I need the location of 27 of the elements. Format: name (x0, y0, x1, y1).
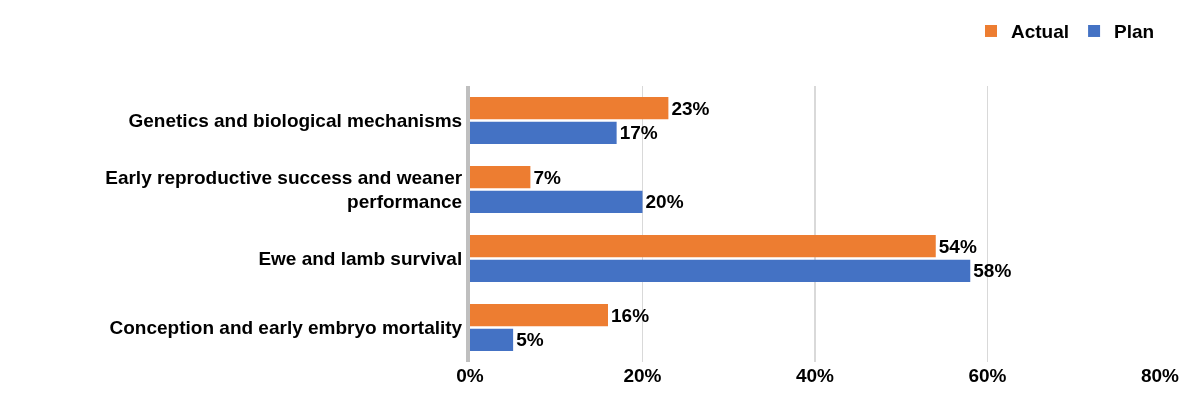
x-tick-label: 40% (795, 365, 835, 386)
bar (470, 165, 531, 189)
bar (470, 328, 514, 352)
bar (470, 234, 936, 258)
data-label: 54% (938, 235, 977, 257)
data-label: 16% (611, 304, 650, 326)
bar (470, 96, 669, 120)
bar (470, 121, 617, 145)
bar (470, 259, 971, 283)
x-tick-label: 80% (1140, 365, 1180, 386)
bar (470, 303, 608, 327)
data-label: 7% (533, 166, 561, 188)
data-label: 23% (671, 97, 710, 119)
y-tick-label: Genetics and biological mechanisms (128, 110, 463, 132)
data-label: 58% (973, 260, 1012, 282)
bar (470, 190, 643, 214)
x-tick-label: 60% (968, 365, 1007, 386)
data-label: 17% (619, 122, 658, 144)
x-tick-label: 0% (456, 365, 484, 386)
data-label: 5% (516, 329, 544, 351)
y-tick-label: Early reproductive success and weaner performance (105, 166, 463, 213)
y-tick-label: Conception and early embryo mortality (109, 317, 463, 339)
legend-label: Actual (1011, 21, 1070, 43)
legend-label: Plan (1114, 21, 1155, 43)
x-tick-label: 20% (623, 365, 662, 386)
y-tick-label: Ewe and lamb survival (258, 248, 463, 270)
data-label: 20% (645, 191, 684, 213)
